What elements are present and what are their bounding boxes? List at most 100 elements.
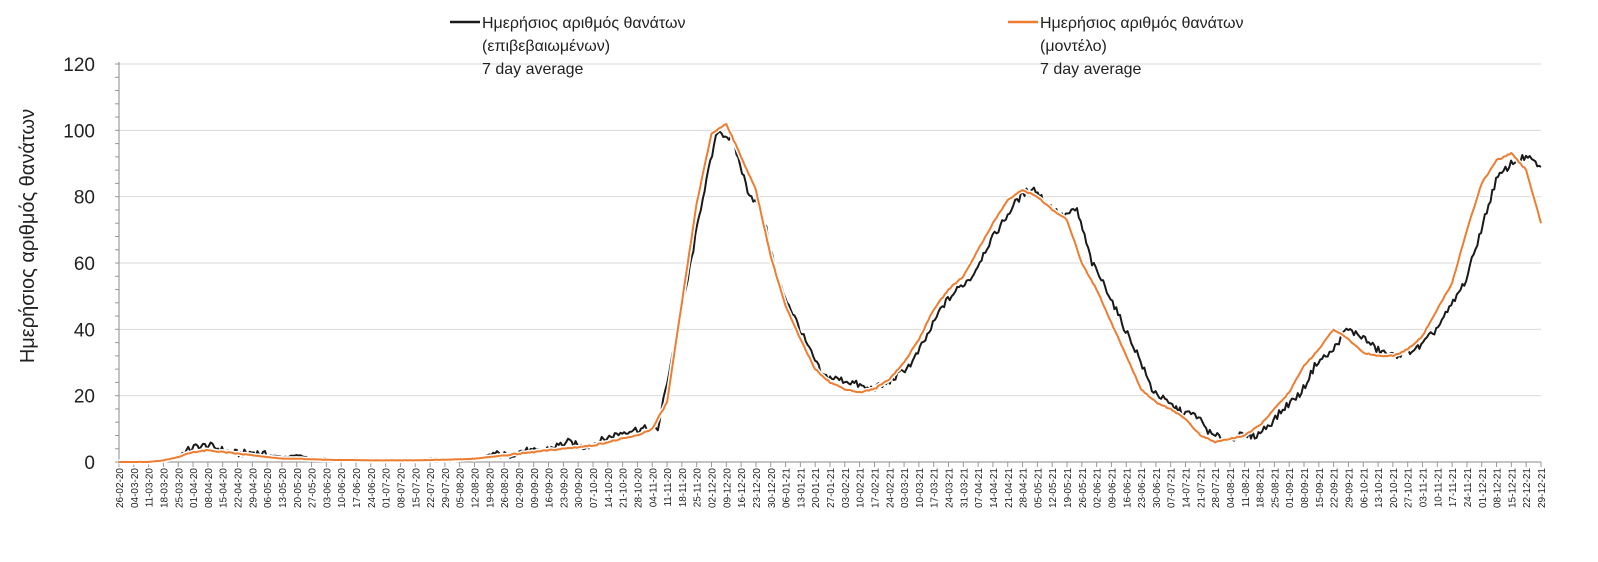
x-tick-label: 10-06-20	[337, 468, 348, 508]
x-tick-label: 26-08-20	[500, 468, 511, 508]
y-axis-label: Ημερήσιος αριθμός θανάτων	[17, 109, 39, 363]
grid-lines	[119, 63, 1541, 397]
x-tick-label: 09-12-20	[722, 468, 733, 508]
x-tick-label: 15-09-21	[1315, 468, 1326, 508]
x-tick-label: 02-06-21	[1093, 468, 1104, 508]
x-tick-label: 21-07-21	[1196, 468, 1207, 508]
x-tick-label: 13-10-21	[1374, 468, 1385, 508]
x-tick-label: 14-07-21	[1182, 468, 1193, 508]
x-tick-label: 18-08-21	[1256, 468, 1267, 508]
x-tick-label: 20-10-21	[1389, 468, 1400, 508]
x-tick-label: 14-10-20	[604, 468, 615, 508]
x-tick-label: 22-09-21	[1330, 468, 1341, 508]
x-tick-label: 03-03-21	[900, 468, 911, 508]
x-tick-label: 15-12-21	[1507, 468, 1518, 508]
x-tick-label: 27-01-21	[826, 468, 837, 508]
x-tick-label: 28-10-20	[633, 468, 644, 508]
series-line-confirmed	[118, 130, 1542, 463]
x-tick-label: 30-12-20	[767, 468, 778, 508]
x-tick-label: 12-05-21	[1048, 468, 1059, 508]
x-tick-label: 16-09-20	[545, 468, 556, 508]
x-tick-label: 03-02-21	[841, 468, 852, 508]
x-tick-label: 23-06-21	[1137, 468, 1148, 508]
x-tick-label: 28-07-21	[1211, 468, 1222, 508]
series-halo-0	[118, 129, 1543, 465]
x-tick-label: 04-08-21	[1226, 468, 1237, 508]
y-tick-label: 120	[63, 55, 95, 76]
legend-label-model-line1: Ημερήσιος αριθμός θανάτων	[1040, 15, 1243, 32]
legend-label-confirmed-line3: 7 day average	[482, 61, 584, 78]
x-tick-label: 26-02-20	[115, 468, 126, 508]
x-tick-label: 29-07-20	[441, 468, 452, 508]
x-tick-label: 06-01-21	[782, 468, 793, 508]
x-tick-label: 01-09-21	[1285, 468, 1296, 508]
x-tick-label: 15-04-20	[219, 468, 230, 508]
y-tick-label: 100	[63, 121, 95, 142]
x-tick-label: 27-10-21	[1404, 468, 1415, 508]
x-tick-label: 09-09-20	[530, 468, 541, 508]
x-tick-label: 23-09-20	[559, 468, 570, 508]
x-tick-label: 08-04-20	[204, 468, 215, 508]
x-tick-label: 10-11-21	[1433, 468, 1444, 508]
x-tick-label: 26-05-21	[1078, 468, 1089, 508]
x-tick-label: 13-05-20	[278, 468, 289, 508]
x-tick-label: 11-03-20	[145, 468, 156, 508]
legend: Ημερήσιος αριθμός θανάτων (επιβεβαιωμένω…	[450, 15, 1243, 78]
x-tick-label: 04-11-20	[648, 468, 659, 508]
x-tick-label: 29-12-21	[1537, 468, 1548, 508]
x-tick-label: 05-05-21	[1033, 468, 1044, 508]
x-tick-label: 21-10-20	[619, 468, 630, 508]
x-tick-label: 10-02-21	[856, 468, 867, 508]
x-tick-label: 25-11-20	[693, 468, 704, 508]
legend-label-confirmed-line1: Ημερήσιος αριθμός θανάτων	[482, 15, 685, 32]
y-axis-tick-labels: 0 20 40 60 80 100 120	[63, 55, 95, 474]
legend-label-model-line2: (μοντέλο)	[1040, 38, 1107, 55]
series-lines	[118, 121, 1544, 465]
x-tick-label: 07-07-21	[1167, 468, 1178, 508]
x-tick-label: 01-07-20	[382, 468, 393, 508]
x-tick-label: 29-09-21	[1344, 468, 1355, 508]
x-tick-label: 02-12-20	[708, 468, 719, 508]
x-tick-label: 31-03-21	[959, 468, 970, 508]
y-tick-label: 80	[74, 188, 95, 209]
x-tick-label: 03-06-20	[322, 468, 333, 508]
x-tick-label: 07-10-20	[589, 468, 600, 508]
x-tick-label: 06-05-20	[263, 468, 274, 508]
x-tick-label: 22-04-20	[234, 468, 245, 508]
x-tick-label: 17-03-21	[930, 468, 941, 508]
x-tick-label: 29-04-20	[248, 468, 259, 508]
x-tick-label: 28-04-21	[1019, 468, 1030, 508]
x-tick-label: 30-09-20	[574, 468, 585, 508]
x-tick-label: 17-11-21	[1448, 468, 1459, 508]
x-tick-label: 02-09-20	[515, 468, 526, 508]
x-tick-label: 22-12-21	[1522, 468, 1533, 508]
x-tick-label: 08-07-20	[396, 468, 407, 508]
x-tick-label: 20-01-21	[811, 468, 822, 508]
legend-label-confirmed-line2: (επιβεβαιωμένων)	[482, 38, 610, 55]
x-tick-label: 09-06-21	[1107, 468, 1118, 508]
x-tick-label: 24-02-21	[885, 468, 896, 508]
y-tick-label: 40	[74, 320, 95, 341]
x-tick-label: 19-08-20	[485, 468, 496, 508]
x-tick-label: 06-10-21	[1359, 468, 1370, 508]
x-tick-label: 14-04-21	[989, 468, 1000, 508]
x-tick-label: 01-12-21	[1478, 468, 1489, 508]
x-tick-label: 03-11-21	[1419, 468, 1430, 508]
x-tick-label: 30-06-21	[1152, 468, 1163, 508]
series-halo-1	[118, 121, 1544, 465]
x-tick-label: 16-06-21	[1122, 468, 1133, 508]
y-tick-label: 20	[74, 387, 95, 408]
x-tick-label: 24-06-20	[367, 468, 378, 508]
y-tick-label: 0	[84, 453, 95, 474]
x-tick-label: 17-06-20	[352, 468, 363, 508]
x-tick-label: 24-11-21	[1463, 468, 1474, 508]
axes	[115, 62, 1542, 467]
series-line-model	[119, 123, 1542, 463]
x-tick-label: 25-03-20	[174, 468, 185, 508]
x-tick-label: 10-03-21	[915, 468, 926, 508]
x-tick-label: 04-03-20	[130, 468, 141, 508]
x-tick-label: 07-04-21	[974, 468, 985, 508]
x-tick-label: 12-08-20	[471, 468, 482, 508]
legend-label-model-line3: 7 day average	[1040, 61, 1142, 78]
